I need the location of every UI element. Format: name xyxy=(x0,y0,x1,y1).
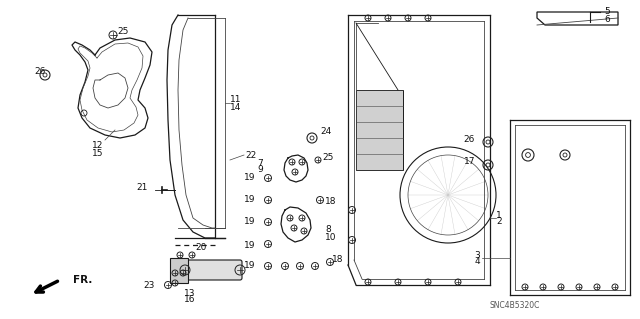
Text: 7: 7 xyxy=(257,159,263,167)
Text: 19: 19 xyxy=(243,261,255,270)
Text: 19: 19 xyxy=(243,196,255,204)
Text: 19: 19 xyxy=(243,173,255,182)
Text: 19: 19 xyxy=(243,218,255,226)
Text: 5: 5 xyxy=(604,8,610,17)
Text: 11: 11 xyxy=(230,95,241,105)
Text: 1: 1 xyxy=(496,211,502,219)
Text: 23: 23 xyxy=(143,280,155,290)
Text: 26: 26 xyxy=(34,68,45,77)
Text: 8: 8 xyxy=(325,226,331,234)
Text: FR.: FR. xyxy=(73,275,92,285)
Text: 16: 16 xyxy=(184,295,196,305)
Text: 3: 3 xyxy=(474,250,480,259)
Text: 20: 20 xyxy=(195,243,206,253)
Text: SNC4B5320C: SNC4B5320C xyxy=(490,301,540,310)
Text: 17: 17 xyxy=(463,158,475,167)
Text: 2: 2 xyxy=(496,218,502,226)
Text: 22: 22 xyxy=(245,151,256,160)
Polygon shape xyxy=(537,12,618,25)
Text: 10: 10 xyxy=(325,234,337,242)
Text: 25: 25 xyxy=(117,27,129,36)
Text: 19: 19 xyxy=(243,241,255,249)
Text: 26: 26 xyxy=(463,135,475,144)
Text: 24: 24 xyxy=(320,128,332,137)
FancyBboxPatch shape xyxy=(183,260,242,280)
Text: 14: 14 xyxy=(230,103,241,113)
Text: 12: 12 xyxy=(92,140,104,150)
Text: 18: 18 xyxy=(332,256,344,264)
Text: 13: 13 xyxy=(184,288,196,298)
Text: 15: 15 xyxy=(92,149,104,158)
Text: 25: 25 xyxy=(322,153,333,162)
Text: 21: 21 xyxy=(136,183,148,192)
Bar xyxy=(170,258,188,283)
Text: 9: 9 xyxy=(257,166,263,174)
Text: 6: 6 xyxy=(604,16,610,25)
Bar xyxy=(356,90,403,170)
Text: 18: 18 xyxy=(325,197,337,206)
Text: 4: 4 xyxy=(474,257,480,266)
